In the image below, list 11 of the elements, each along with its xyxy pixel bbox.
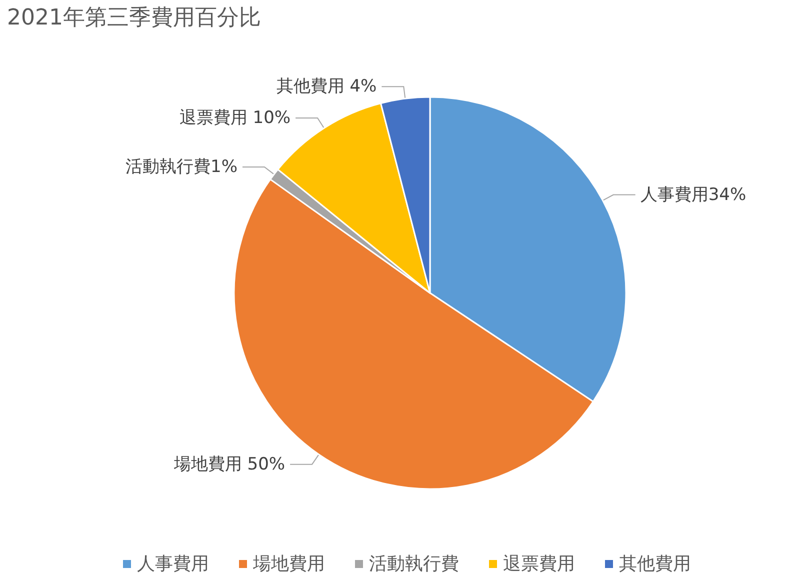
data-label: 退票費用 10% (179, 108, 291, 128)
chart-title: 2021年第三季費用百分比 (7, 6, 261, 30)
legend-label: 其他費用 (619, 554, 691, 574)
legend-label: 人事費用 (137, 554, 209, 574)
data-label: 其他費用 4% (276, 76, 377, 97)
data-label: 場地費用 50% (172, 454, 286, 474)
legend-label: 活動執行費 (369, 554, 459, 574)
legend-label: 退票費用 (503, 554, 575, 574)
data-label: 人事費用34% (640, 184, 746, 205)
data-label: 活動執行費1% (125, 157, 238, 178)
legend-label: 場地費用 (252, 554, 325, 574)
